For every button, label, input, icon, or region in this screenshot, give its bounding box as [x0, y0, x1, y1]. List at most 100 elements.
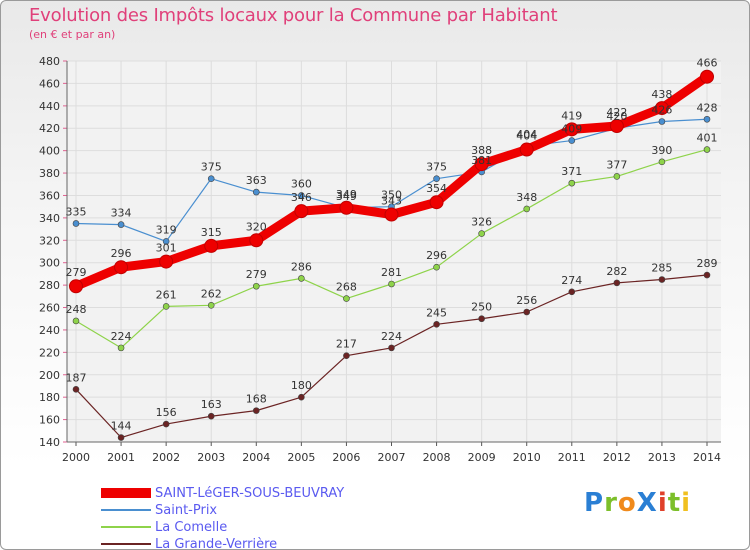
- logo-letter: X: [636, 488, 658, 518]
- data-point: [72, 317, 80, 325]
- y-tick-label: 480: [39, 55, 60, 68]
- data-label: 320: [246, 220, 267, 233]
- data-point: [339, 200, 354, 215]
- legend-swatch: [101, 488, 151, 498]
- legend-swatch: [101, 543, 151, 545]
- data-label: 274: [561, 274, 582, 287]
- y-tick-label: 380: [39, 167, 60, 180]
- logo-letter: o: [617, 488, 637, 518]
- data-point: [703, 271, 711, 279]
- data-point: [519, 142, 534, 157]
- data-point: [252, 188, 260, 196]
- data-point: [613, 173, 621, 180]
- data-point: [700, 69, 714, 84]
- data-point: [298, 393, 305, 401]
- x-tick-label: 2007: [378, 451, 406, 464]
- x-tick-label: 2011: [558, 451, 586, 464]
- y-tick-label: 200: [39, 369, 60, 382]
- data-point: [613, 279, 621, 287]
- data-point: [388, 280, 395, 288]
- data-point: [72, 386, 80, 393]
- data-point: [433, 321, 440, 328]
- data-label: 326: [471, 216, 492, 229]
- logo-letter: r: [604, 488, 618, 518]
- data-point: [433, 263, 440, 271]
- proxiti-logo: ProXiti: [584, 488, 691, 518]
- x-tick-label: 2013: [648, 451, 676, 464]
- data-point: [478, 230, 485, 237]
- data-point: [294, 204, 309, 219]
- data-label: 286: [291, 260, 312, 273]
- logo-letter: P: [584, 488, 605, 518]
- data-point: [343, 295, 350, 302]
- logo-letter: i: [681, 488, 692, 518]
- data-point: [654, 101, 669, 116]
- data-label: 319: [156, 223, 177, 236]
- data-label: 466: [697, 57, 718, 70]
- data-label: 279: [246, 268, 267, 281]
- data-label: 335: [66, 205, 87, 218]
- data-label: 250: [471, 301, 492, 314]
- data-point: [474, 157, 489, 172]
- data-point: [159, 254, 174, 269]
- data-label: 381: [471, 154, 492, 167]
- data-label: 426: [651, 104, 672, 117]
- data-label: 354: [426, 182, 447, 195]
- data-point: [298, 192, 305, 199]
- data-point: [249, 233, 264, 248]
- data-label: 296: [111, 247, 132, 260]
- data-label: 156: [156, 406, 177, 419]
- logo-letter: i: [657, 488, 668, 518]
- data-label: 187: [66, 371, 87, 384]
- y-tick-label: 140: [39, 436, 60, 449]
- data-label: 404: [516, 130, 537, 143]
- legend-label: SAINT-LéGER-SOUS-BEUVRAY: [155, 486, 345, 501]
- legend-swatch: [101, 526, 151, 528]
- y-tick-label: 440: [39, 100, 60, 113]
- logo-letter: t: [667, 488, 682, 518]
- data-point: [658, 118, 666, 125]
- data-point: [72, 220, 80, 227]
- data-label: 285: [651, 262, 672, 275]
- y-tick-label: 420: [39, 122, 60, 135]
- y-tick-label: 320: [39, 234, 60, 247]
- data-label: 168: [246, 393, 267, 406]
- data-label: 375: [426, 161, 447, 174]
- data-label: 388: [471, 144, 492, 157]
- data-label: 315: [201, 226, 222, 239]
- x-tick-label: 2001: [107, 451, 135, 464]
- y-tick-label: 280: [39, 279, 60, 292]
- data-label: 334: [111, 207, 132, 220]
- data-point: [162, 303, 170, 310]
- x-tick-label: 2004: [242, 451, 270, 464]
- data-label: 350: [381, 189, 402, 202]
- legend-label: La Grande-Verrière: [155, 537, 278, 550]
- data-point: [433, 175, 440, 182]
- data-label: 377: [606, 158, 627, 171]
- data-point: [478, 315, 485, 323]
- x-tick-label: 2010: [513, 451, 541, 464]
- y-tick-label: 180: [39, 391, 60, 404]
- data-label: 281: [381, 266, 402, 279]
- data-label: 401: [697, 132, 718, 145]
- data-point: [609, 118, 624, 133]
- data-label: 245: [426, 306, 447, 319]
- data-point: [523, 205, 531, 213]
- y-tick-label: 240: [39, 324, 60, 337]
- data-label: 422: [606, 106, 627, 119]
- data-point: [564, 122, 579, 137]
- data-point: [207, 301, 215, 309]
- y-tick-label: 360: [39, 189, 60, 202]
- legend-swatch: [101, 509, 151, 511]
- data-label: 163: [201, 398, 222, 411]
- data-point: [523, 308, 531, 316]
- y-tick-label: 400: [39, 145, 60, 158]
- data-label: 343: [381, 195, 402, 208]
- data-label: 289: [697, 257, 718, 270]
- data-point: [384, 207, 399, 222]
- data-label: 363: [246, 174, 267, 187]
- data-point: [117, 344, 125, 352]
- x-tick-label: 2000: [62, 451, 90, 464]
